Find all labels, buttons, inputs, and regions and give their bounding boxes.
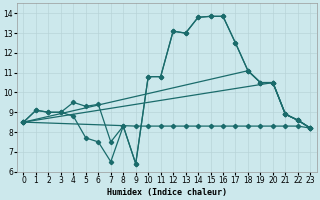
X-axis label: Humidex (Indice chaleur): Humidex (Indice chaleur) xyxy=(107,188,227,197)
